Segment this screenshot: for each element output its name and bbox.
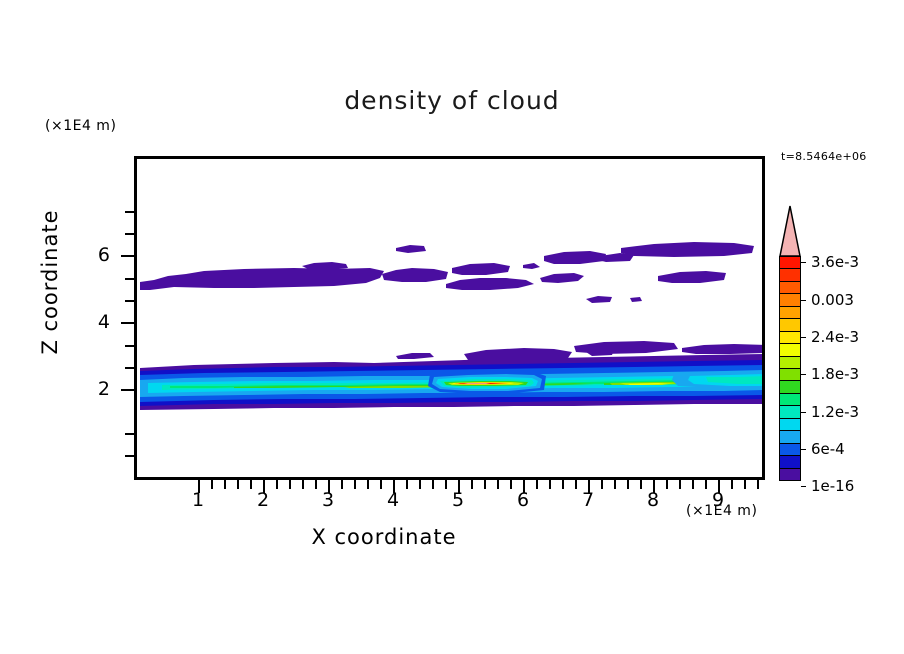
z-tick-label: 6 <box>97 244 110 266</box>
peak-density-hotspot <box>428 371 546 394</box>
contour-plot-svg <box>140 242 765 410</box>
colorbar-band <box>779 305 801 320</box>
colorbar-band <box>779 268 801 282</box>
colorbar-tick-label: 0.003 <box>811 290 854 309</box>
colorbar-band <box>779 405 801 419</box>
colorbar-tick <box>801 299 806 301</box>
colorbar-band <box>779 343 801 357</box>
colorbar-tick-label: 2.4e-3 <box>811 327 860 346</box>
colorbar-tick <box>801 448 806 450</box>
colorbar-band <box>779 392 801 407</box>
colorbar-band <box>779 368 801 382</box>
colorbar-band <box>779 442 801 457</box>
colorbar-tick <box>801 411 806 413</box>
z-axis-unit-label: (×1E4 m) <box>45 118 117 134</box>
colorbar-band <box>779 380 801 394</box>
colorbar-band <box>779 280 801 295</box>
x-axis-unit-label: (×1E4 m) <box>686 503 758 519</box>
colorbar-band <box>779 467 801 481</box>
colorbar-tick-label: 1e-16 <box>811 477 855 496</box>
colorbar-tick <box>801 486 806 488</box>
x-tick-label: 2 <box>256 489 270 511</box>
colorbar-tick <box>801 336 806 338</box>
x-tick-label: 5 <box>451 489 465 511</box>
colorbar-tick-label: 3.6e-3 <box>811 253 860 272</box>
colorbar <box>779 256 801 481</box>
colorbar-band <box>779 417 801 432</box>
colorbar-band <box>779 293 801 307</box>
x-axis-line <box>134 477 765 480</box>
x-tick-label: 8 <box>646 489 660 511</box>
colorbar-band <box>779 455 801 469</box>
plot-area: 1 2 3 4 5 6 7 8 9 2 4 6 <box>98 156 765 511</box>
z-axis-title: Z coordinate <box>38 209 62 355</box>
x-tick-label: 1 <box>191 489 205 511</box>
colorbar-tick <box>801 262 806 264</box>
x-tick-label: 3 <box>321 489 335 511</box>
timestamp-annotation: t=8.5464e+06 <box>781 150 867 163</box>
colorbar-tick-label: 1.8e-3 <box>811 365 860 384</box>
colorbar-band <box>779 256 801 270</box>
z-tick-label: 2 <box>97 378 110 400</box>
chart-title: density of cloud <box>344 86 560 115</box>
x-tick-label: 9 <box>711 489 725 511</box>
right-edge-filament <box>672 372 765 388</box>
colorbar-overflow-arrow <box>779 205 801 257</box>
x-tick-label: 4 <box>386 489 400 511</box>
colorbar-band <box>779 430 801 444</box>
upper-cloud-layer <box>140 242 754 303</box>
z-tick-label: 4 <box>97 311 110 333</box>
colorbar-band <box>779 355 801 369</box>
x-tick-label: 6 <box>516 489 530 511</box>
colorbar-band <box>779 318 801 332</box>
contour-canvas <box>134 156 765 480</box>
colorbar-tick-label: 6e-4 <box>811 439 845 458</box>
x-tick-label: 7 <box>581 489 595 511</box>
colorbar-tick-label: 1.2e-3 <box>811 402 860 421</box>
z-axis-line <box>134 156 137 480</box>
x-axis-title: X coordinate <box>311 525 457 549</box>
plot-frame-top <box>134 156 765 159</box>
colorbar-band <box>779 330 801 345</box>
plot-frame-right <box>762 156 765 480</box>
colorbar-tick <box>801 374 806 376</box>
